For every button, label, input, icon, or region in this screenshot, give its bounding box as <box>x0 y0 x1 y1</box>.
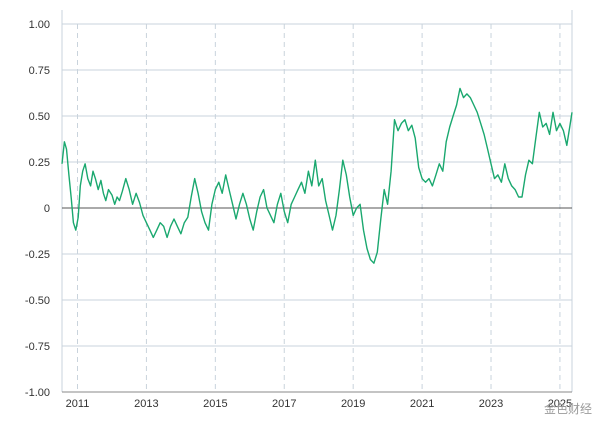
y-axis-labels: 1.00 0.75 0.50 0.25 0 -0.25 -0.50 -0.75 -1.00 <box>25 19 50 399</box>
y-tick-label: -1.00 <box>25 387 50 399</box>
x-tick-label: 2011 <box>66 398 90 410</box>
series-line <box>61 87 573 264</box>
x-tick-label: 2015 <box>203 398 227 410</box>
watermark: 金色财经 <box>544 400 592 417</box>
y-tick-label: 0.50 <box>29 111 50 123</box>
x-tick-label: 2021 <box>410 398 434 410</box>
x-tick-label: 2025 <box>548 398 572 410</box>
x-tick-label: 2017 <box>272 398 296 410</box>
y-tick-label: -0.50 <box>25 295 50 307</box>
series-layer <box>61 87 573 264</box>
watermark-text: 金色财经 <box>543 402 592 416</box>
y-tick-label: -0.25 <box>25 249 50 261</box>
y-tick-label: 0.25 <box>29 157 50 169</box>
axes <box>61 10 573 393</box>
y-tick-label: 0 <box>44 203 50 215</box>
y-tick-label: -0.75 <box>25 341 50 353</box>
y-tick-label: 1.00 <box>29 19 50 31</box>
x-tick-label: 2023 <box>479 398 503 410</box>
y-tick-label: 0.75 <box>29 65 50 77</box>
x-axis-labels: 2011 2013 2015 2017 2019 2021 2023 2025 <box>66 398 573 410</box>
x-tick-label: 2013 <box>134 398 158 410</box>
x-tick-label: 2019 <box>341 398 365 410</box>
